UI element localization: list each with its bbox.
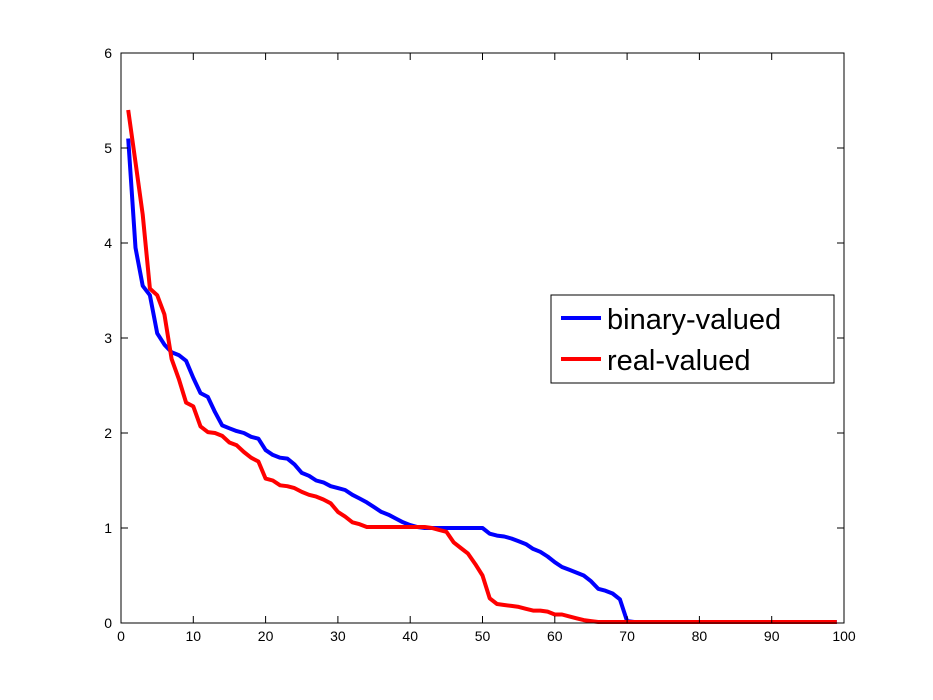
x-tick-label: 50 (475, 628, 491, 644)
y-tick-label: 1 (104, 520, 112, 536)
legend-box (550, 294, 835, 384)
x-axis: 0 10 20 30 40 50 60 70 80 90 100 (117, 53, 856, 644)
y-tick-label: 5 (104, 140, 112, 156)
y-tick-label: 6 (104, 45, 112, 61)
x-tick-label: 100 (832, 628, 856, 644)
x-tick-label: 30 (330, 628, 346, 644)
x-tick-label: 40 (402, 628, 418, 644)
x-tick-label: 80 (692, 628, 708, 644)
x-tick-label: 0 (117, 628, 125, 644)
x-tick-label: 60 (547, 628, 563, 644)
y-tick-label: 0 (104, 615, 112, 631)
series-layer (126, 109, 837, 624)
series-line-real-valued (126, 109, 837, 624)
y-tick-label: 4 (104, 235, 112, 251)
legend-label-real-valued: real-valued (607, 345, 750, 377)
y-tick-label: 2 (104, 425, 112, 441)
x-tick-label: 70 (619, 628, 635, 644)
y-axis: 0 1 2 3 4 5 6 (104, 45, 844, 631)
legend-label-binary-valued: binary-valued (607, 304, 781, 336)
y-tick-label: 3 (104, 330, 112, 346)
x-tick-label: 10 (186, 628, 202, 644)
x-tick-label: 90 (764, 628, 780, 644)
x-tick-label: 20 (258, 628, 274, 644)
legend: binary-valued real-valued (550, 294, 835, 384)
